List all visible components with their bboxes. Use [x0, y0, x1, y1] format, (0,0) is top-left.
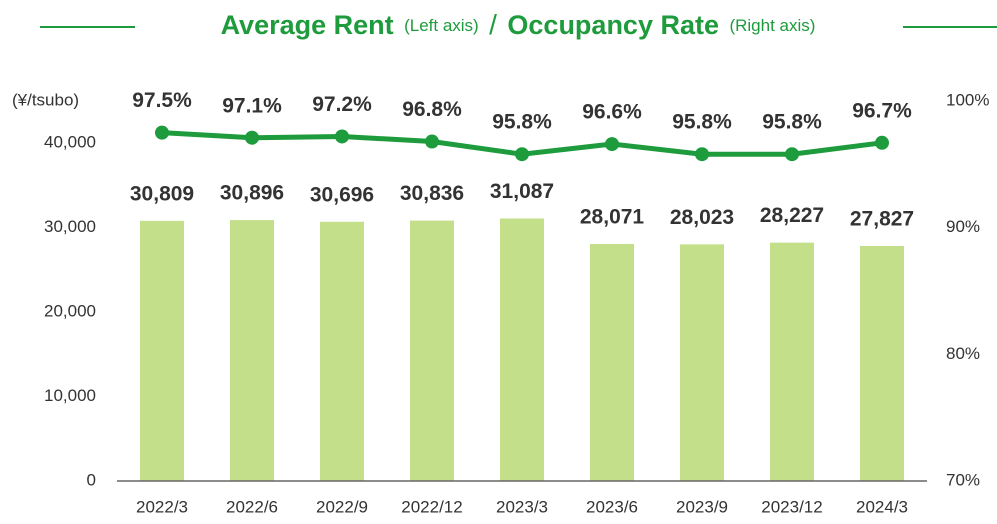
line-label: 96.6%	[582, 101, 642, 124]
bar-label: 30,896	[220, 182, 284, 205]
line-point	[695, 147, 709, 162]
bar	[860, 246, 904, 481]
bar	[590, 243, 634, 481]
bar-label: 30,836	[400, 182, 464, 205]
chart-title: Average Rent (Left axis) / Occupancy Rat…	[221, 9, 816, 40]
x-tick-label: 2023/6	[586, 497, 638, 516]
line-point	[515, 147, 529, 162]
line-label: 95.8%	[762, 111, 822, 134]
x-tick-label: 2023/12	[761, 497, 822, 516]
line-point	[605, 137, 619, 152]
bar	[770, 242, 814, 481]
y-tick-label: 0	[87, 470, 96, 489]
line-point	[425, 134, 439, 149]
title-part: /	[489, 9, 497, 40]
y2-tick-label: 90%	[946, 217, 980, 236]
x-tick-label: 2023/9	[676, 497, 728, 516]
bar	[680, 244, 724, 481]
bar-label: 28,023	[670, 206, 734, 229]
bar-label: 30,809	[130, 182, 194, 205]
x-tick-label: 2022/9	[316, 497, 368, 516]
line-point	[155, 125, 169, 140]
y-tick-label: 10,000	[44, 386, 96, 405]
line-label: 95.8%	[492, 111, 552, 134]
bar	[320, 221, 364, 481]
line-point	[245, 130, 259, 145]
line-label: 96.8%	[402, 98, 462, 121]
y2-tick-label: 100%	[946, 90, 989, 109]
y-tick-label: 30,000	[44, 217, 96, 236]
bar	[230, 220, 274, 481]
line-label: 97.2%	[312, 93, 372, 116]
line-point	[335, 129, 349, 144]
line-label: 97.1%	[222, 94, 282, 117]
title-part: (Left axis)	[404, 16, 479, 35]
y-axis-unit: (¥/tsubo)	[12, 90, 79, 109]
x-tick-label: 2022/3	[136, 497, 188, 516]
y2-tick-label: 70%	[946, 470, 980, 489]
bar	[140, 220, 184, 481]
y2-tick-label: 80%	[946, 344, 980, 363]
line-label: 96.7%	[852, 99, 912, 122]
title-part: Occupancy Rate	[507, 10, 719, 40]
title-part: Average Rent	[221, 10, 394, 40]
bar-label: 27,827	[850, 208, 914, 231]
bar-label: 28,071	[580, 206, 645, 229]
bar	[500, 218, 544, 481]
line-label: 97.5%	[132, 89, 192, 112]
bar	[410, 220, 454, 481]
line-point	[875, 135, 889, 150]
x-tick-label: 2022/12	[401, 497, 462, 516]
bar-label: 31,087	[490, 180, 554, 203]
x-tick-label: 2024/3	[856, 497, 908, 516]
y-tick-label: 20,000	[44, 302, 96, 321]
title-part: (Right axis)	[729, 16, 815, 35]
y-tick-label: 40,000	[44, 133, 96, 152]
bar-label: 30,696	[310, 183, 374, 206]
line-label: 95.8%	[672, 111, 732, 134]
bar-label: 28,227	[760, 204, 824, 227]
x-tick-label: 2022/6	[226, 497, 278, 516]
line-point	[785, 147, 799, 162]
x-tick-label: 2023/3	[496, 497, 548, 516]
